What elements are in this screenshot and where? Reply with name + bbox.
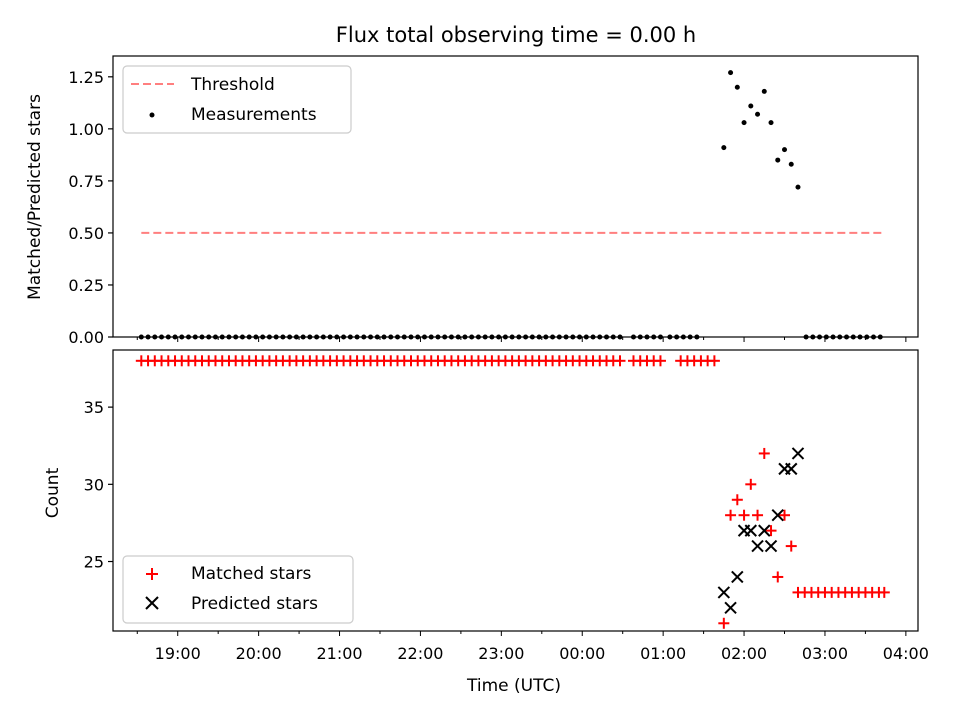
measurement-point [748,103,754,109]
measurement-point [761,88,767,94]
matched-star-marker [708,355,720,367]
top-y-tick-label: 1.00 [68,120,104,139]
x-tick-label: 21:00 [316,644,362,663]
x-tick-label: 00:00 [559,644,605,663]
measurement-point [788,161,794,167]
top-y-tick-label: 0.50 [68,224,104,243]
matched-star-marker [752,509,764,521]
measurement-point [795,184,801,190]
x-tick-label: 02:00 [721,644,767,663]
bottom-marks [135,355,890,629]
top-legend: Threshold Measurements [122,65,352,134]
legend-measurements-label: Measurements [191,105,317,125]
legend-measurements-swatch [149,112,155,118]
matched-star-marker [765,525,777,537]
measurement-point [741,120,747,126]
measurement-point [734,84,740,90]
x-tick-label: 19:00 [155,644,201,663]
predicted-star-marker [791,447,805,460]
bottom-y-tick-label: 25 [84,553,104,572]
bottom-y-ticks: 25 30 35 [84,398,113,572]
top-y-tick-label: 0.25 [68,276,104,295]
legend-predicted-label: Predicted stars [191,594,318,614]
top-y-axis-label: Matched/Predicted stars [25,94,45,300]
measurement-point [721,145,727,151]
top-y-ticks: 0.00 0.25 0.50 0.75 1.00 1.25 [68,68,113,347]
top-axes-frame [112,55,919,338]
measurement-point [728,70,734,76]
top-y-tick-label: 0.00 [68,328,104,347]
bottom-legend-box [122,555,354,624]
measurement-point [768,120,774,126]
matched-star-marker [779,509,791,521]
predicted-star-marker [751,539,764,553]
matched-star-marker [745,478,757,490]
predicted-star-marker [744,524,758,537]
x-axis-label: Time (UTC) [466,676,561,696]
bottom-x-ticks: 19:00 20:00 21:00 22:00 23:00 00:00 01:00 02:00… [136,631,929,663]
legend-matched-swatch [146,568,158,580]
measurement-point [755,111,761,117]
top-x-ticks [136,337,907,342]
top-legend-box [122,65,352,134]
x-tick-label: 03:00 [802,644,848,663]
top-panel: 0.00 0.25 0.50 0.75 1.00 1.25 Matched/Predict… [25,55,919,347]
legend-predicted-swatch [145,596,159,610]
predicted-star-marker [785,462,798,476]
matched-star-marker [731,494,743,506]
predicted-star-marker [764,539,778,553]
predicted-star-marker [724,601,737,615]
top-marks [138,70,883,340]
predicted-star-marker [717,586,731,599]
matched-star-marker [654,355,666,367]
legend-threshold-label: Threshold [190,75,275,95]
matched-star-marker [614,355,626,367]
top-y-tick-label: 1.25 [68,68,104,87]
predicted-star-marker [758,524,771,537]
bottom-y-tick-label: 30 [84,475,104,494]
matched-star-marker [878,586,890,598]
legend-matched-label: Matched stars [191,564,311,584]
predicted-star-marker [771,508,784,522]
x-tick-label: 22:00 [397,644,443,663]
bottom-y-tick-label: 35 [84,398,104,417]
matched-star-marker [725,509,737,521]
matched-star-marker [718,617,730,629]
measurement-point [775,157,781,163]
bottom-axes-frame [112,349,919,632]
bottom-legend: Matched stars Predicted stars [122,555,354,624]
matched-star-marker [738,509,750,521]
x-tick-label: 20:00 [236,644,282,663]
x-tick-label: 23:00 [478,644,524,663]
bottom-y-axis-label: Count [43,467,63,518]
bottom-panel: 25 30 35 19:00 20:00 21:00 22:00 23:00 00:00 01:… [43,349,929,696]
x-tick-label: 01:00 [640,644,686,663]
x-tick-label: 04:00 [883,644,929,663]
matched-star-marker [785,540,797,552]
measurement-point [782,147,788,153]
matched-star-marker [772,571,784,583]
top-y-tick-label: 0.75 [68,172,104,191]
matched-star-marker [758,447,770,459]
chart-title: Flux total observing time = 0.00 h [336,23,696,47]
predicted-star-marker [731,570,744,584]
